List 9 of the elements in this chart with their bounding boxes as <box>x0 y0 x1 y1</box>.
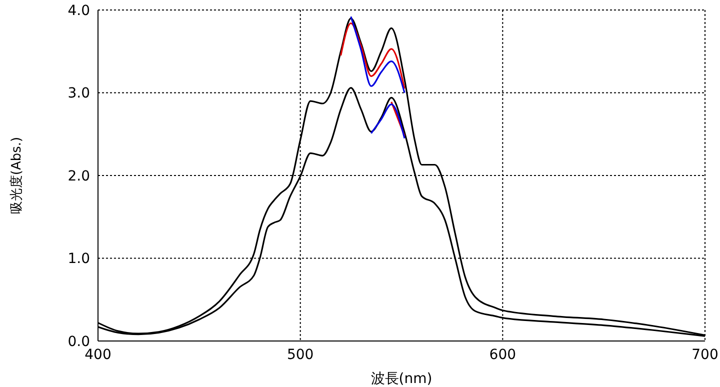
y-tick-label: 2.0 <box>68 168 90 184</box>
x-tick-label: 700 <box>692 346 718 363</box>
x-tick-label: 500 <box>286 346 314 363</box>
x-tick-label: 600 <box>489 346 516 363</box>
y-tick-label: 1.0 <box>68 251 90 268</box>
y-axis-title: 吸光度(Abs.) <box>8 136 25 214</box>
y-tick-label: 4.0 <box>68 2 90 19</box>
x-axis-title: 波長(nm) <box>370 371 432 387</box>
y-tick-label: 3.0 <box>68 86 90 102</box>
